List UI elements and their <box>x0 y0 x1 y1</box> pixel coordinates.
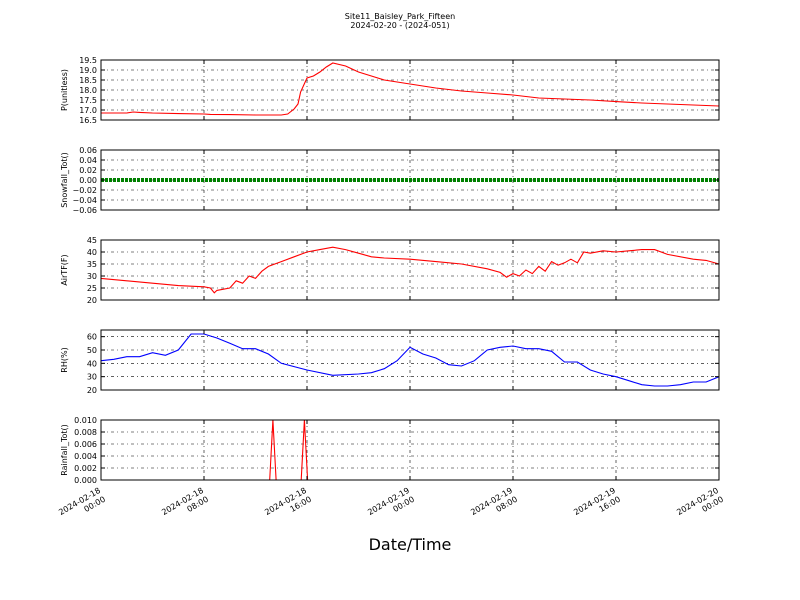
xtick-label-3: 2024-02-1900:00 <box>366 486 416 526</box>
ytick-label-5-1: 0.008 <box>74 428 97 437</box>
ytick-label-5-3: 0.004 <box>74 452 97 461</box>
ytick-label-4-1: 50 <box>87 346 97 355</box>
chart-subtitle: 2024-02-20 - (2024-051) <box>350 21 449 30</box>
panel-2: 0.060.040.020.00−0.02−0.04−0.06Snowfall_… <box>60 146 720 215</box>
xtick-label-6: 2024-02-2000:00 <box>675 486 725 526</box>
ytick-label-4-4: 20 <box>87 386 97 395</box>
ytick-label-1-0: 19.5 <box>79 56 97 65</box>
xtick-label-1: 2024-02-1808:00 <box>160 486 210 526</box>
ytick-label-1-2: 18.5 <box>79 76 97 85</box>
y-axis-label-3: AirTF(F) <box>60 254 69 285</box>
ytick-label-2-0: 0.06 <box>79 146 97 155</box>
ytick-label-2-1: 0.04 <box>79 156 97 165</box>
ytick-label-3-5: 20 <box>87 296 97 305</box>
xtick-label-2: 2024-02-1816:00 <box>263 486 313 526</box>
ytick-label-4-0: 60 <box>87 333 97 342</box>
ytick-label-5-2: 0.006 <box>74 440 97 449</box>
panel-4: 60 50 40 30 20 RH(%) <box>60 329 720 395</box>
panel-5: 0.010 0.008 0.006 0.004 0.002 0.000 Rainfall_T… <box>60 416 720 485</box>
series-4 <box>100 333 720 387</box>
series-3 <box>100 246 720 294</box>
ytick-label-5-4: 0.002 <box>74 464 97 473</box>
xtick-label-5: 2024-02-1916:00 <box>572 486 622 526</box>
ytick-label-5-0: 0.010 <box>74 416 97 425</box>
panel-1: 19.519.018.518.017.517.016.5 P(unitless) <box>60 56 720 125</box>
ytick-label-2-5: −0.04 <box>72 196 97 205</box>
ytick-label-3-1: 40 <box>87 248 97 257</box>
ytick-label-2-3: 0.00 <box>79 176 97 185</box>
ytick-label-2-2: 0.02 <box>79 166 97 175</box>
chart-title: Site11_Baisley_Park_Fifteen <box>345 12 455 21</box>
ytick-label-1-1: 19.0 <box>79 66 97 75</box>
ytick-label-3-0: 45 <box>87 236 97 245</box>
ytick-label-5-5: 0.000 <box>74 476 97 485</box>
xtick-label-0: 2024-02-1800:00 <box>57 486 107 526</box>
y-axis-label-5: Rainfall_Tot() <box>60 424 69 476</box>
ytick-label-1-4: 17.5 <box>79 96 97 105</box>
ytick-label-3-4: 25 <box>87 284 97 293</box>
y-axis-label-2: Snowfall_Tot() <box>60 152 69 208</box>
series-1 <box>101 62 720 116</box>
ytick-label-1-6: 16.5 <box>79 116 97 125</box>
ytick-label-3-2: 35 <box>87 260 97 269</box>
ytick-label-2-4: −0.02 <box>72 186 97 195</box>
chart-panels: 19.519.018.518.017.517.016.5 P(unitless) 0… <box>60 56 720 485</box>
ytick-label-1-3: 18.0 <box>79 86 97 95</box>
ytick-label-3-3: 30 <box>87 272 97 281</box>
ytick-label-4-2: 40 <box>87 359 97 368</box>
ytick-label-1-5: 17.0 <box>79 106 97 115</box>
panel-3: 45 40 35 30 25 20 AirTF(F) <box>60 236 720 305</box>
x-axis-label: Date/Time <box>369 535 452 554</box>
ytick-label-2-6: −0.06 <box>72 206 97 215</box>
xtick-label-4: 2024-02-1908:00 <box>469 486 519 526</box>
y-axis-label-1: P(unitless) <box>60 69 69 111</box>
ytick-label-4-3: 30 <box>87 373 97 382</box>
y-axis-label-4: RH(%) <box>60 347 69 372</box>
x-tick-labels: 2024-02-1800:00 2024-02-1808:00 2024-02-18… <box>57 486 725 526</box>
